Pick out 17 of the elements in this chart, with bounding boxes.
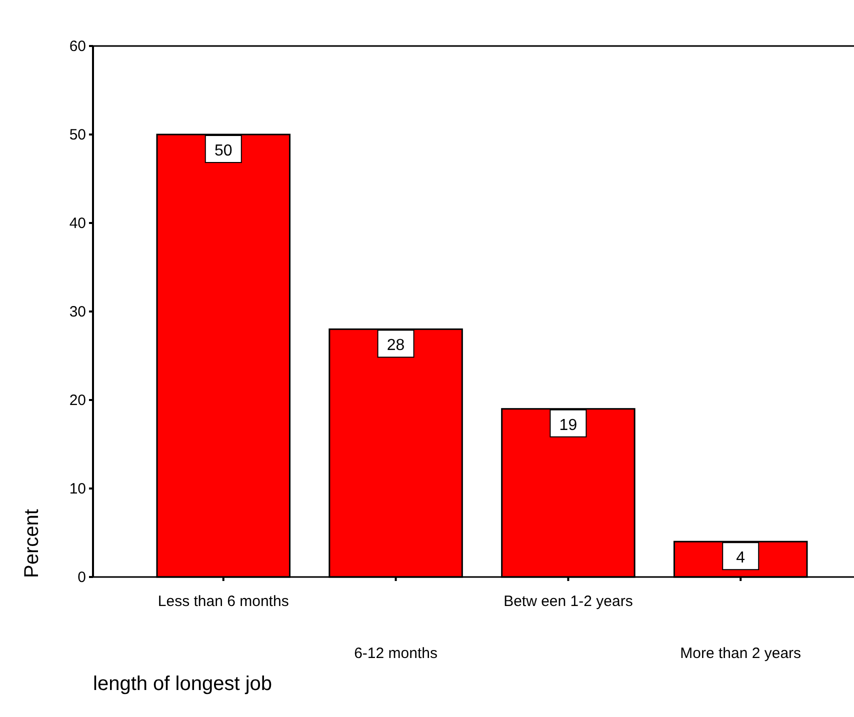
- x-tick-label: 6-12 months: [354, 645, 438, 662]
- y-tick-label: 20: [69, 392, 86, 409]
- x-tick-label: Betw een 1-2 years: [504, 593, 633, 610]
- x-tick-label: Less than 6 months: [158, 593, 289, 610]
- y-tick-label: 40: [69, 214, 86, 232]
- y-tick-label: 50: [69, 126, 86, 144]
- data-label: 28: [386, 337, 405, 354]
- y-axis-title: Percent: [21, 508, 43, 578]
- y-tick-label: 10: [69, 480, 86, 498]
- y-tick-label: 60: [69, 38, 86, 55]
- x-axis-title: length of longest job: [93, 673, 272, 695]
- y-tick-label: 30: [69, 303, 86, 320]
- x-tick-label: More than 2 years: [680, 645, 802, 662]
- data-label: 50: [214, 142, 232, 160]
- y-tick-label: 0: [78, 568, 86, 586]
- data-label: 19: [559, 416, 578, 434]
- data-label: 4: [736, 550, 746, 567]
